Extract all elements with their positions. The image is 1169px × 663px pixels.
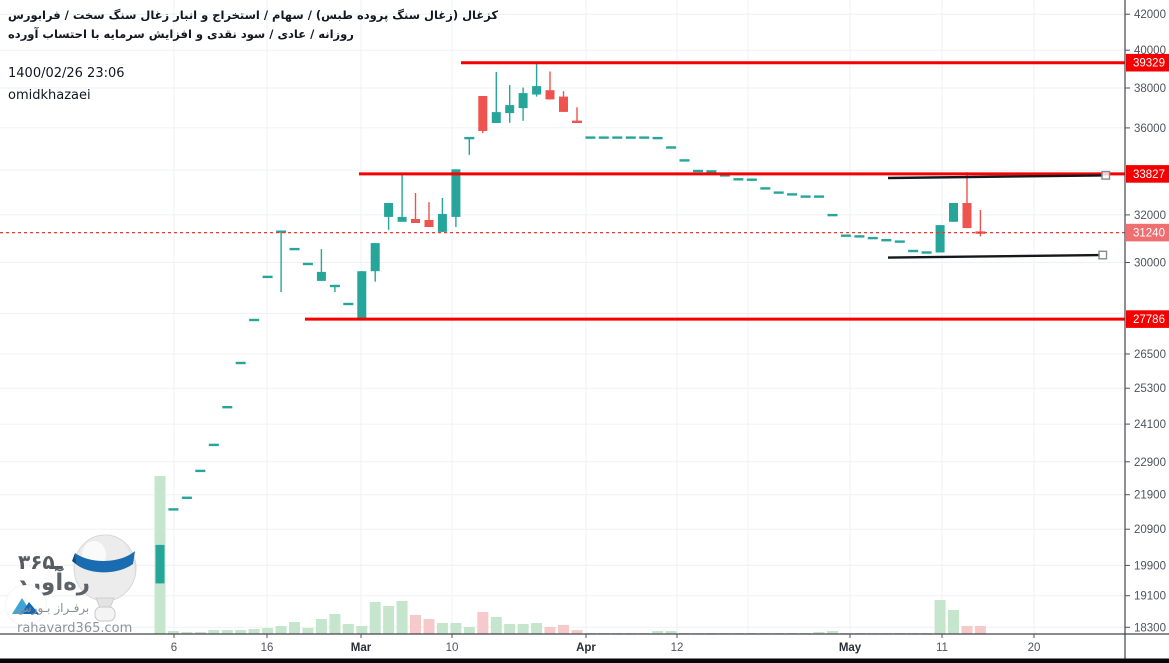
svg-text:25300: 25300 xyxy=(1134,383,1166,395)
series-subtitle[interactable]: روزانه / عادی / سود نقدی و افزایش سرمایه… xyxy=(8,27,354,41)
grid-vertical xyxy=(173,0,1035,634)
svg-text:16: 16 xyxy=(261,642,274,654)
svg-text:38000: 38000 xyxy=(1134,83,1166,95)
svg-text:18300: 18300 xyxy=(1134,622,1166,634)
trendline-handle xyxy=(1098,250,1108,260)
svg-text:31240: 31240 xyxy=(1133,228,1165,240)
symbol-title[interactable]: كزغال (زغال سنگ پروده طبس) / سهام / استخ… xyxy=(8,8,499,22)
svg-text:Mar: Mar xyxy=(351,642,372,654)
trendline-handle xyxy=(1101,170,1111,180)
snapshot-timestamp: 1400/02/26 23:06 xyxy=(8,66,125,81)
watermark-website: rahavard365.com xyxy=(17,621,133,636)
svg-text:20900: 20900 xyxy=(1134,524,1166,536)
svg-text:May: May xyxy=(839,642,862,654)
snapshot-username: omidkhazaei xyxy=(8,88,91,103)
svg-text:11: 11 xyxy=(936,642,948,654)
svg-text:10: 10 xyxy=(446,642,459,654)
time-axis[interactable]: 6 16 Mar 10 Apr 12 May 11 20 xyxy=(171,634,1041,654)
trendline-drawing[interactable] xyxy=(887,170,1111,260)
balloon-icon xyxy=(72,534,137,622)
svg-text:20: 20 xyxy=(1028,642,1041,654)
svg-text:19100: 19100 xyxy=(1134,591,1166,603)
bottom-border xyxy=(0,658,1169,663)
svg-text:33827: 33827 xyxy=(1133,169,1165,181)
svg-text:26500: 26500 xyxy=(1134,349,1166,361)
svg-text:39329: 39329 xyxy=(1133,58,1165,70)
svg-text:12: 12 xyxy=(671,642,684,654)
svg-text:32000: 32000 xyxy=(1134,210,1166,222)
svg-text:42000: 42000 xyxy=(1134,9,1166,21)
svg-text:19900: 19900 xyxy=(1134,560,1166,572)
watermark-subtitle: برفـراز بـورس xyxy=(17,601,90,615)
watermark-365: ۳۶۵ xyxy=(18,550,55,574)
svg-text:30000: 30000 xyxy=(1134,258,1166,270)
svg-text:27786: 27786 xyxy=(1133,314,1165,326)
svg-text:24100: 24100 xyxy=(1134,419,1166,431)
watermark-dash xyxy=(50,566,63,569)
mountain-logo-icon xyxy=(12,598,39,614)
candles-series xyxy=(155,62,986,584)
svg-text:36000: 36000 xyxy=(1134,123,1166,135)
price-axis[interactable]: 4200040000380003600032000300002650025300… xyxy=(1125,9,1169,634)
svg-text:22900: 22900 xyxy=(1134,457,1166,469)
price-level-lines[interactable] xyxy=(305,61,1125,321)
volume-bars xyxy=(154,476,986,634)
svg-text:21900: 21900 xyxy=(1134,490,1166,502)
svg-text:Apr: Apr xyxy=(576,642,596,654)
svg-text:6: 6 xyxy=(171,642,177,654)
